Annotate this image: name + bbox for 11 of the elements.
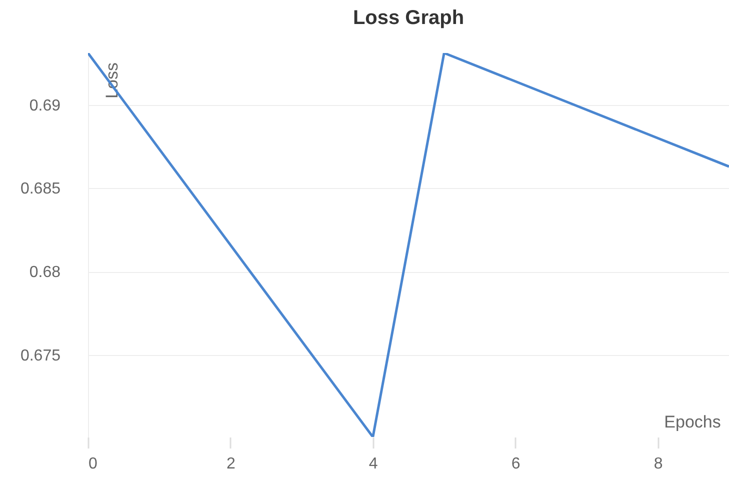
y-tick-label: 0.675 bbox=[20, 348, 61, 365]
chart-title: Loss Graph bbox=[352, 7, 464, 29]
y-tick-label: 0.69 bbox=[29, 97, 61, 114]
x-tick-label: 4 bbox=[368, 456, 378, 472]
y-tick-label: 0.685 bbox=[20, 180, 61, 198]
x-tick-label: 8 bbox=[654, 456, 663, 472]
x-tick-label: 0 bbox=[88, 456, 98, 472]
x-tick-label: 2 bbox=[226, 456, 236, 472]
x-axis-title: Epochs bbox=[664, 412, 721, 432]
y-tick-label: 0.68 bbox=[29, 264, 61, 282]
x-tick-label: 6 bbox=[511, 456, 520, 472]
